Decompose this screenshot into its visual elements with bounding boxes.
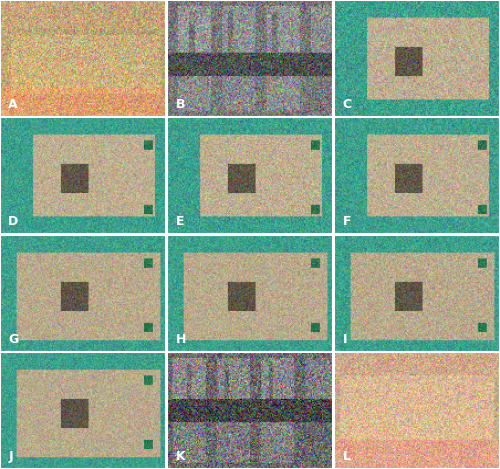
Text: L: L: [342, 450, 350, 463]
Text: B: B: [176, 98, 185, 111]
Text: E: E: [176, 215, 184, 228]
Text: G: G: [8, 333, 18, 346]
Text: J: J: [8, 450, 13, 463]
Text: K: K: [176, 450, 185, 463]
Text: I: I: [342, 333, 347, 346]
Text: D: D: [8, 215, 18, 228]
Text: C: C: [342, 98, 351, 111]
Text: A: A: [8, 98, 18, 111]
Text: F: F: [342, 215, 351, 228]
Text: H: H: [176, 333, 186, 346]
